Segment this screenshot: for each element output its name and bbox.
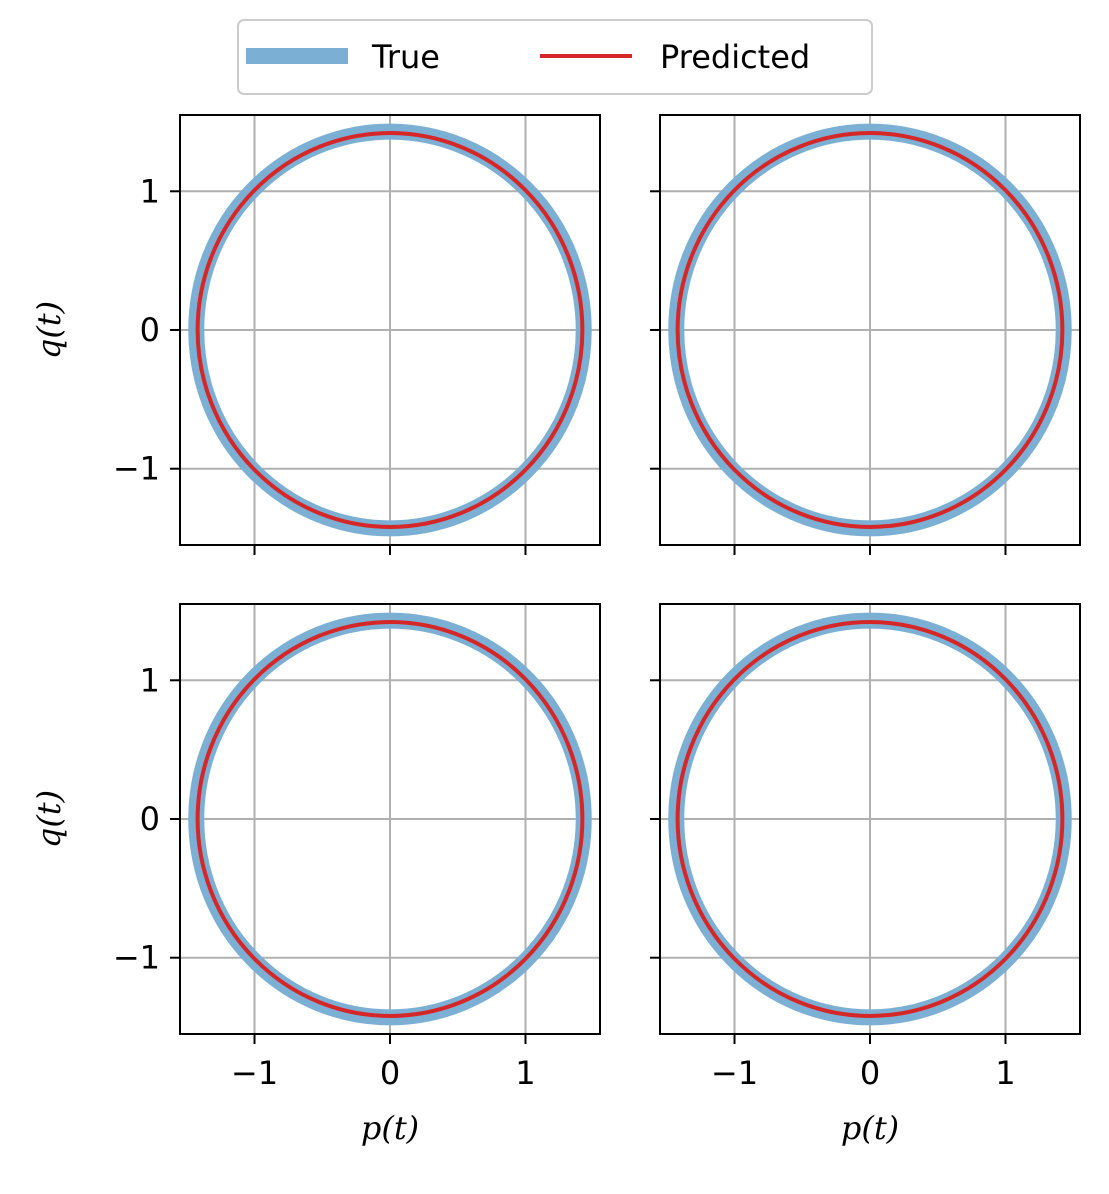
y-tick-label: −1: [113, 450, 160, 488]
y-axis-label: q(t): [30, 790, 68, 848]
subplot-top-right: [650, 114, 1081, 555]
legend-predicted-label: Predicted: [660, 38, 810, 76]
x-axis-label: p(t): [361, 1109, 419, 1147]
y-tick-label: 1: [140, 661, 160, 699]
subplot-top-left: −1 0 1 q(t): [30, 114, 601, 555]
series-predicted-curve: [195, 620, 585, 1018]
series-group: [668, 612, 1072, 1026]
series-predicted-curve: [195, 131, 585, 529]
series-group: [668, 123, 1072, 537]
x-axis-label: p(t): [841, 1109, 899, 1147]
y-tick-label: 1: [140, 172, 160, 210]
series-predicted-curve: [675, 131, 1065, 529]
x-tick-label: 1: [995, 1054, 1015, 1092]
subplot-bottom-right: −1 0 1 p(t): [650, 603, 1081, 1147]
subplot-grid: −1 0 1 q(t) −1 0 1 −1 0 1 p(t) q(t) −1 0 1 p(t): [30, 114, 1081, 1147]
x-tick-label: −1: [711, 1054, 758, 1092]
series-group: [188, 123, 592, 537]
x-tick-label: −1: [231, 1054, 278, 1092]
series-predicted-curve: [675, 620, 1065, 1018]
y-tick-label: 0: [140, 311, 160, 349]
y-tick-label: 0: [140, 800, 160, 838]
x-tick-label: 0: [380, 1054, 400, 1092]
subplot-bottom-left: −1 0 1 −1 0 1 p(t) q(t): [30, 603, 601, 1147]
legend-true-label: True: [371, 38, 440, 76]
legend: True Predicted: [237, 19, 873, 95]
y-axis-label: q(t): [30, 301, 68, 359]
x-tick-label: 0: [860, 1054, 880, 1092]
series-group: [188, 612, 592, 1026]
y-tick-label: −1: [113, 939, 160, 977]
x-tick-label: 1: [515, 1054, 535, 1092]
